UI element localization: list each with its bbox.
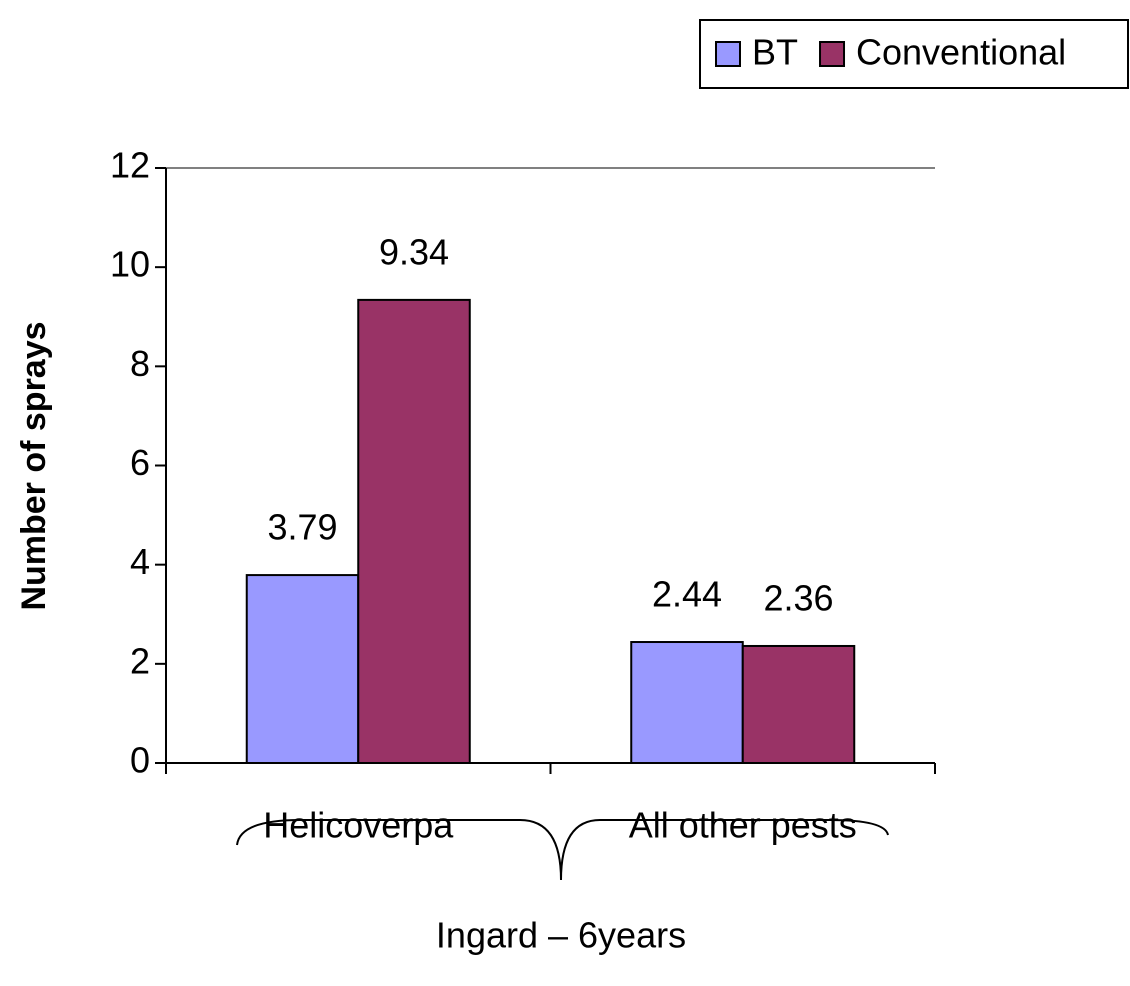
data-label: 2.44 [652,574,722,615]
legend-swatch [819,41,846,67]
y-tick-label: 0 [130,740,150,781]
bar [357,298,471,764]
bar [630,641,744,764]
data-label: 2.36 [763,577,833,618]
y-tick-label: 6 [130,442,150,483]
bar [741,644,856,765]
bar [245,574,360,764]
y-tick-label: 2 [130,640,150,681]
data-label: 3.79 [267,507,337,548]
legend-swatch [715,41,741,67]
brace [236,819,889,881]
y-tick-label: 8 [130,343,150,384]
y-axis-title: Number of sprays [15,321,53,610]
y-tick-label: 4 [130,541,150,582]
y-tick-label: 10 [110,244,150,285]
x-tick-label: All other pests [629,805,857,846]
data-label: 9.34 [379,231,449,272]
legend-label: BT [752,32,798,73]
legend-label: Conventional [856,32,1066,73]
legend-box [699,19,1129,89]
annotation: Ingard – 6years [436,915,686,956]
y-tick-label: 12 [110,145,150,186]
x-tick-label: Helicoverpa [263,805,454,846]
